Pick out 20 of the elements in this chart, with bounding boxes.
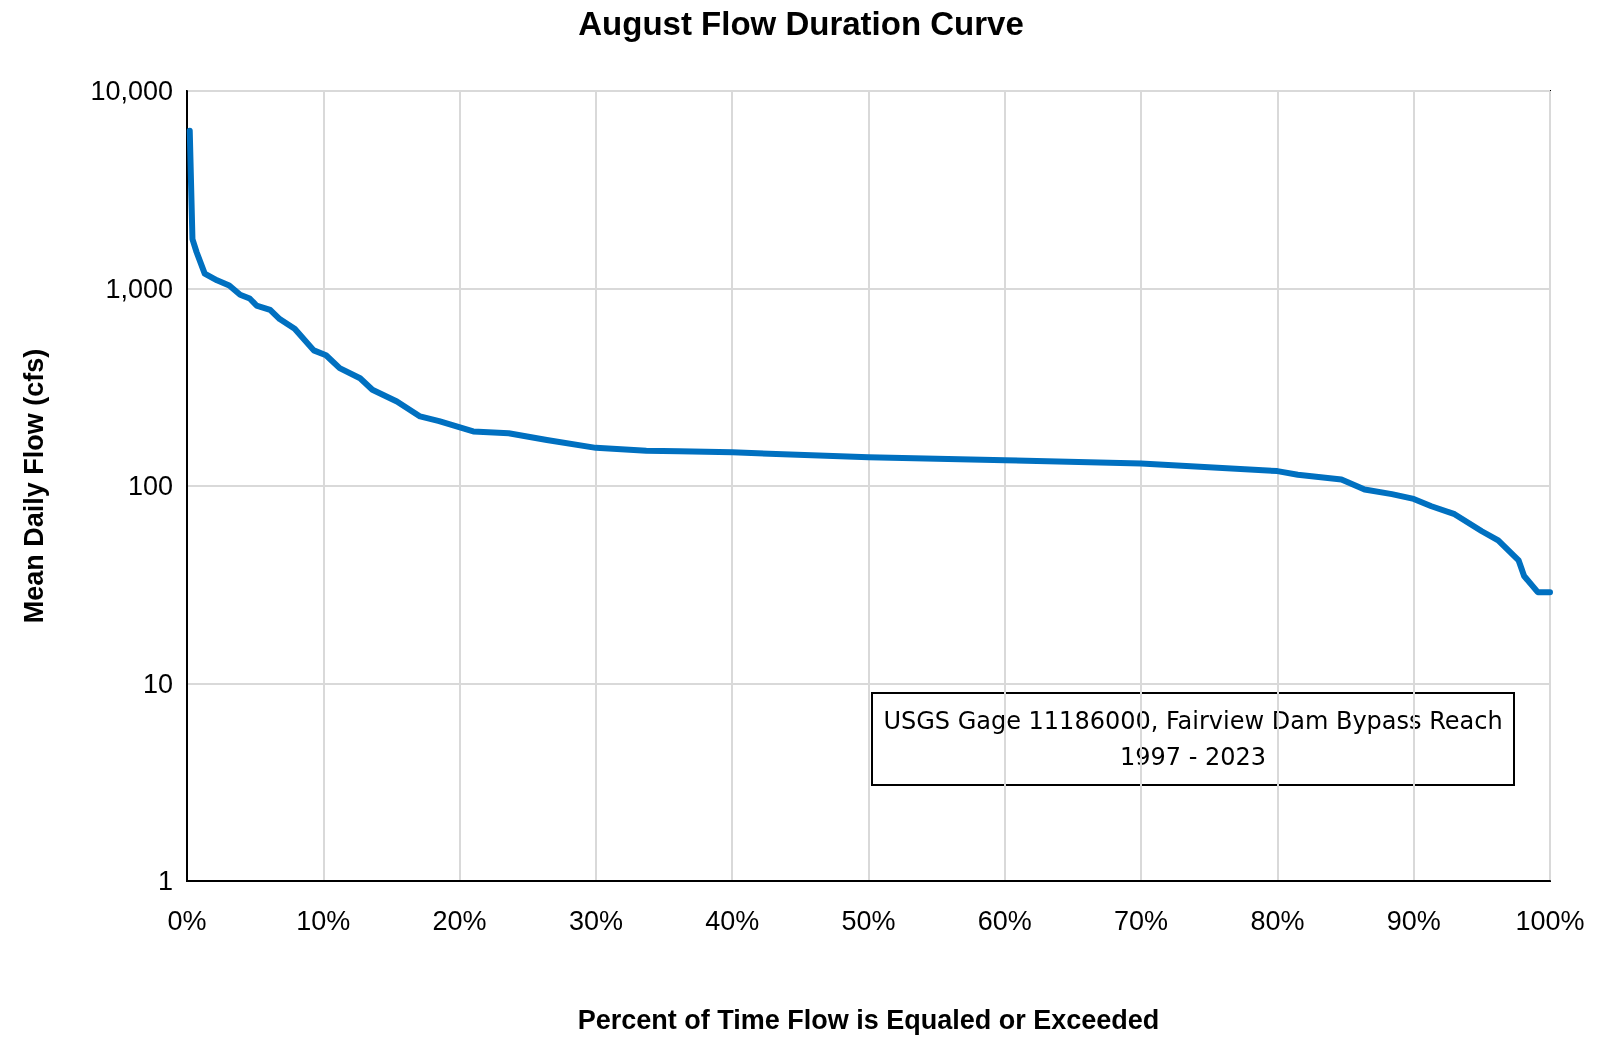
y-tick-label: 1,000	[105, 273, 173, 304]
y-tick-label: 100	[127, 471, 173, 501]
x-tick-label: 0%	[167, 905, 207, 936]
x-tick-label: 60%	[977, 905, 1032, 936]
x-tick-label: 100%	[1515, 905, 1585, 936]
y-tick-label: 1	[157, 866, 173, 896]
x-tick-label: 80%	[1250, 905, 1305, 936]
y-axis-title: Mean Daily Flow (cfs)	[18, 348, 49, 624]
x-axis-title: Percent of Time Flow is Equaled or Exceeded	[577, 1004, 1160, 1035]
x-tick-label: 70%	[1114, 905, 1169, 936]
x-tick-label: 20%	[432, 905, 487, 936]
x-tick-label: 30%	[568, 905, 623, 936]
y-tick-label: 10,000	[90, 76, 173, 106]
x-tick-label: 40%	[705, 905, 760, 936]
x-tick-label: 10%	[296, 905, 351, 936]
chart-title: August Flow Duration Curve	[578, 5, 1024, 42]
y-tick-label: 10	[142, 668, 173, 699]
annotation: USGS Gage 11186000, Fairview Dam Bypass Reach 1997 - 2023	[883, 707, 1503, 771]
x-tick-label: 90%	[1386, 905, 1441, 936]
x-tick-label: 50%	[841, 905, 896, 936]
